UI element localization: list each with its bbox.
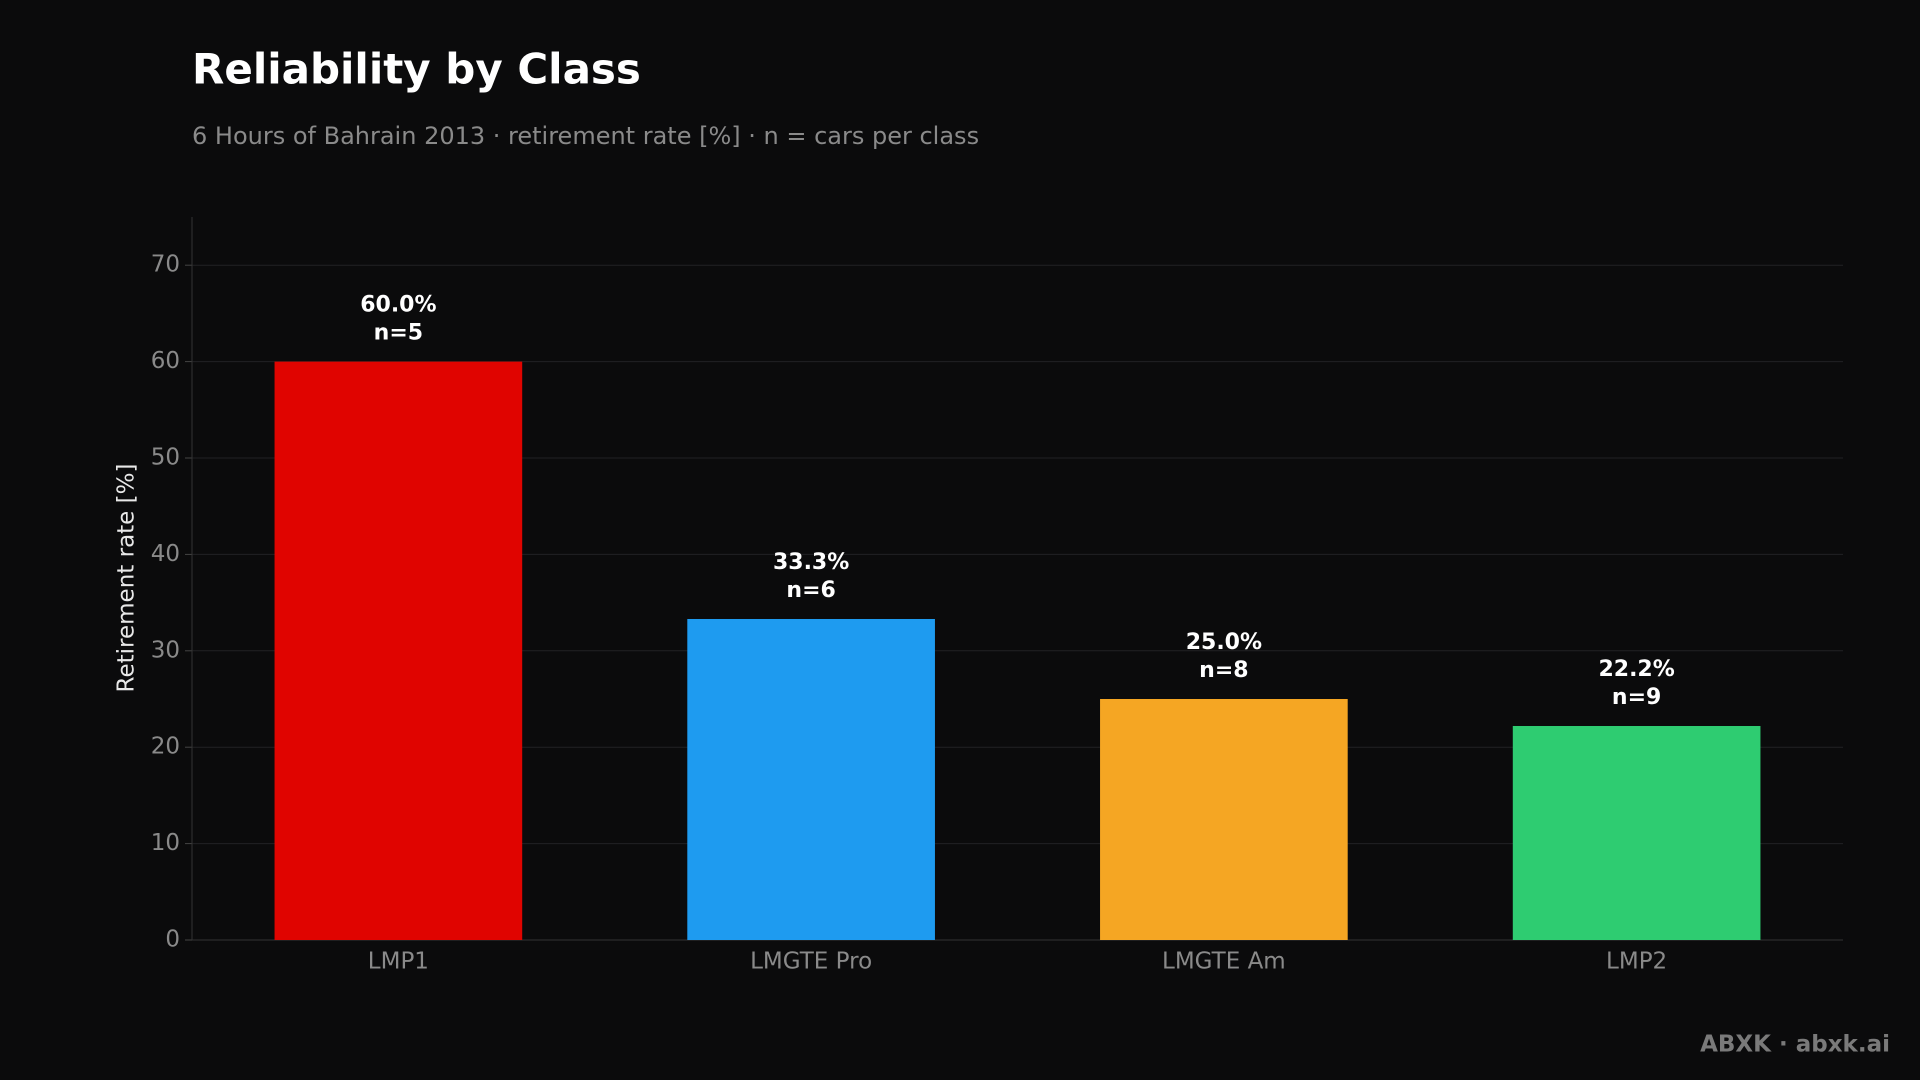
x-tick-label: LMGTE Pro — [750, 949, 872, 975]
bar — [274, 361, 523, 941]
value-label: 25.0% — [1186, 630, 1262, 655]
chart-title: Reliability by Class — [192, 45, 641, 94]
y-tick-label: 60 — [151, 348, 180, 374]
x-tick-label: LMGTE Am — [1162, 949, 1286, 975]
x-tick-label: LMP1 — [368, 949, 429, 975]
y-tick-label: 10 — [151, 830, 180, 856]
y-tick-label: 70 — [151, 252, 180, 278]
count-label: n=5 — [374, 321, 423, 346]
y-tick-label: 20 — [151, 734, 180, 760]
bar — [1512, 725, 1761, 940]
bar — [1100, 699, 1348, 940]
x-tick-label: LMP2 — [1606, 949, 1667, 975]
value-label: 60.0% — [360, 293, 436, 318]
count-label: n=8 — [1199, 658, 1248, 683]
bar — [687, 618, 935, 940]
footer: ABXK · abxk.ai — [1700, 1032, 1890, 1058]
chart-subtitle: 6 Hours of Bahrain 2013 · retirement rat… — [192, 122, 979, 150]
y-tick-label: 30 — [151, 637, 180, 663]
y-tick-label: 50 — [151, 445, 180, 471]
count-label: n=9 — [1612, 685, 1661, 710]
count-label: n=6 — [786, 578, 835, 603]
value-label: 22.2% — [1598, 657, 1674, 682]
value-label: 33.3% — [773, 550, 849, 575]
y-tick-label: 0 — [165, 927, 180, 953]
y-tick-label: 40 — [151, 541, 180, 567]
y-axis-label: Retirement rate [%] — [114, 464, 140, 693]
